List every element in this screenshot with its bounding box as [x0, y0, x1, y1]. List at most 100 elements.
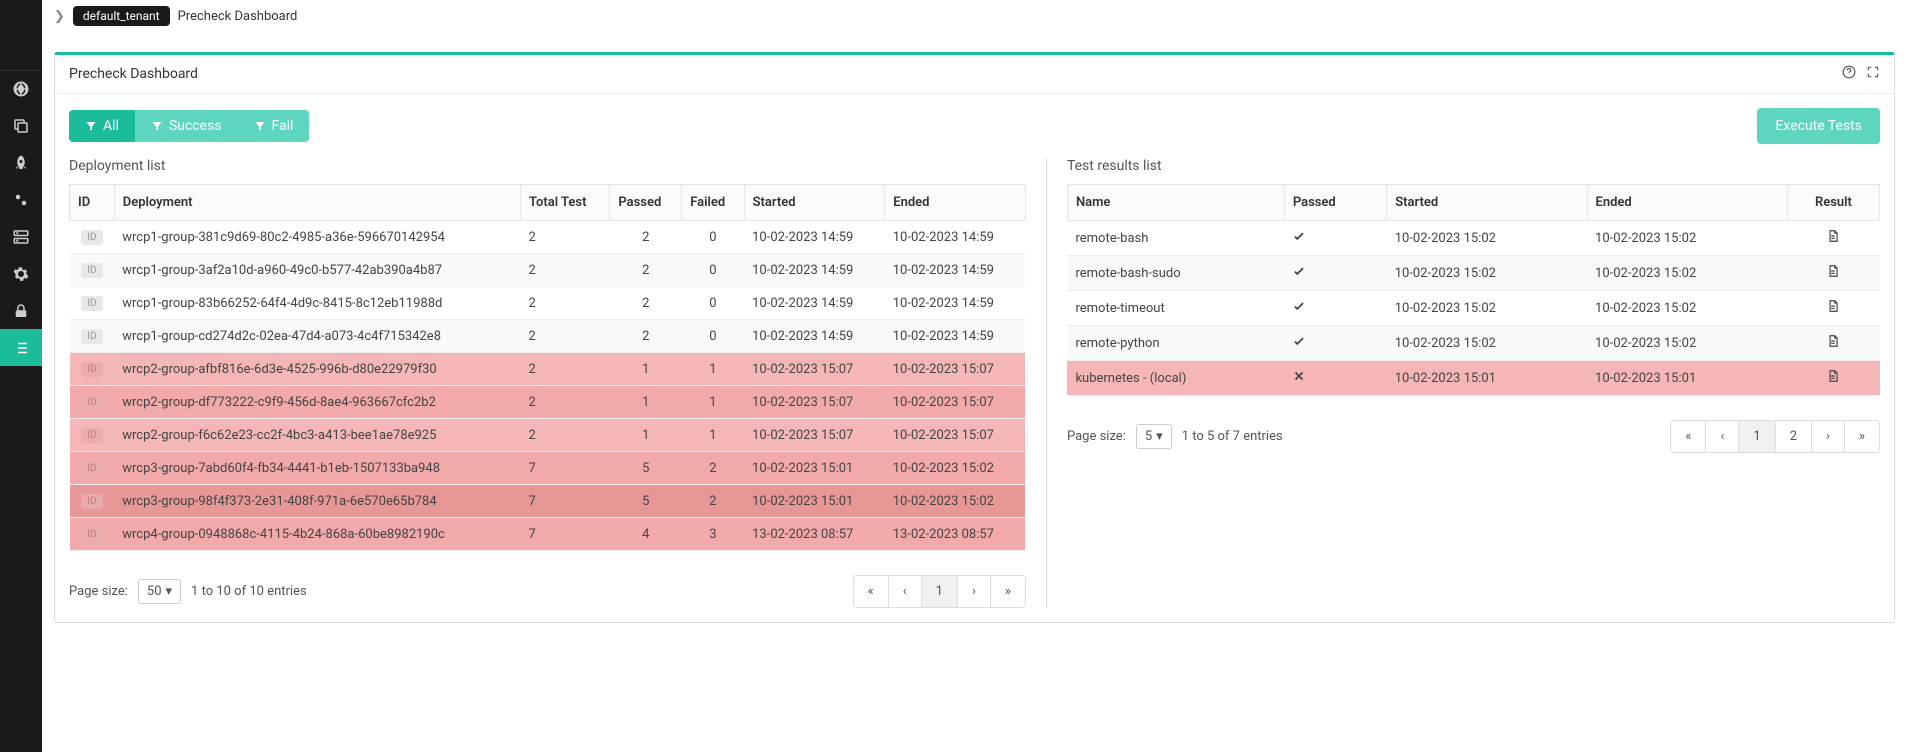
- id-badge[interactable]: ID: [81, 230, 102, 245]
- caret-down-icon: ▾: [166, 584, 173, 599]
- cell-failed: 0: [682, 254, 744, 287]
- filter-success[interactable]: Success: [135, 110, 238, 142]
- cell-failed: 1: [682, 353, 744, 386]
- precheck-panel: Precheck Dashboard All Success Fail: [54, 52, 1895, 623]
- cell-started: 10-02-2023 15:02: [1387, 291, 1587, 326]
- sidebar-item-server[interactable]: [0, 218, 42, 255]
- pager-prev[interactable]: ‹: [889, 576, 922, 607]
- help-icon[interactable]: [1842, 65, 1856, 83]
- cell-result[interactable]: [1787, 361, 1879, 396]
- cell-passed: 2: [610, 287, 682, 320]
- filter-fail[interactable]: Fail: [238, 110, 310, 142]
- breadcrumb-page: Precheck Dashboard: [178, 9, 298, 24]
- table-row[interactable]: remote-timeout10-02-2023 15:0210-02-2023…: [1067, 291, 1879, 326]
- cell-passed: 1: [610, 419, 682, 452]
- id-badge[interactable]: ID: [81, 428, 102, 443]
- col-ended[interactable]: Ended: [885, 185, 1026, 221]
- pager-page-1[interactable]: 1: [1739, 421, 1775, 452]
- page-size-select[interactable]: 50 ▾: [138, 579, 181, 604]
- col-passed[interactable]: Passed: [1284, 185, 1386, 221]
- id-badge[interactable]: ID: [81, 527, 102, 542]
- cell-deployment: wrcp1-group-cd274d2c-02ea-47d4-a073-4c4f…: [114, 320, 520, 353]
- col-ended[interactable]: Ended: [1587, 185, 1787, 221]
- cell-total: 7: [521, 485, 610, 518]
- cell-passed: 2: [610, 320, 682, 353]
- cell-failed: 0: [682, 287, 744, 320]
- cell-name: remote-bash-sudo: [1067, 256, 1284, 291]
- pager-page-1[interactable]: 1: [922, 576, 958, 607]
- table-row[interactable]: IDwrcp3-group-98f4f373-2e31-408f-971a-6e…: [70, 485, 1026, 518]
- sidebar-item-settings[interactable]: [0, 255, 42, 292]
- cell-result[interactable]: [1787, 326, 1879, 361]
- panel-title: Precheck Dashboard: [69, 66, 198, 82]
- table-row[interactable]: IDwrcp3-group-7abd60f4-fb34-4441-b1eb-15…: [70, 452, 1026, 485]
- pager-page-2[interactable]: 2: [1776, 421, 1812, 452]
- id-badge[interactable]: ID: [81, 296, 102, 311]
- cell-result[interactable]: [1787, 221, 1879, 256]
- sidebar: [0, 0, 42, 752]
- table-row[interactable]: IDwrcp2-group-afbf816e-6d3e-4525-996b-d8…: [70, 353, 1026, 386]
- col-total[interactable]: Total Test: [521, 185, 610, 221]
- col-name[interactable]: Name: [1067, 185, 1284, 221]
- pager-last[interactable]: »: [1845, 421, 1879, 452]
- col-id[interactable]: ID: [70, 185, 115, 221]
- pager-last[interactable]: »: [991, 576, 1025, 607]
- cell-deployment: wrcp1-group-381c9d69-80c2-4985-a36e-5966…: [114, 221, 520, 254]
- col-started[interactable]: Started: [1387, 185, 1587, 221]
- table-row[interactable]: remote-bash-sudo10-02-2023 15:0210-02-20…: [1067, 256, 1879, 291]
- table-row[interactable]: ID wrcp1-group-cd274d2c-02ea-47d4-a073-4c…: [70, 320, 1026, 353]
- pager-next[interactable]: ›: [1812, 421, 1845, 452]
- cell-passed: 4: [610, 518, 682, 551]
- pager-prev[interactable]: ‹: [1706, 421, 1739, 452]
- filter-all[interactable]: All: [69, 110, 135, 142]
- page-size-select[interactable]: 5 ▾: [1136, 424, 1172, 449]
- cell-passed: [1284, 291, 1386, 326]
- table-row[interactable]: IDwrcp2-group-df773222-c9f9-456d-8ae4-96…: [70, 386, 1026, 419]
- col-passed[interactable]: Passed: [610, 185, 682, 221]
- execute-tests-button[interactable]: Execute Tests: [1757, 108, 1880, 144]
- table-row[interactable]: kubernetes - (local)10-02-2023 15:0110-0…: [1067, 361, 1879, 396]
- table-row[interactable]: ID wrcp1-group-381c9d69-80c2-4985-a36e-59…: [70, 221, 1026, 254]
- pager-first[interactable]: «: [1671, 421, 1706, 452]
- sidebar-item-copy[interactable]: [0, 107, 42, 144]
- table-row[interactable]: remote-python10-02-2023 15:0210-02-2023 …: [1067, 326, 1879, 361]
- col-started[interactable]: Started: [744, 185, 885, 221]
- cell-failed: 3: [682, 518, 744, 551]
- cell-passed: [1284, 361, 1386, 396]
- table-row[interactable]: IDwrcp4-group-0948868c-4115-4b24-868a-60…: [70, 518, 1026, 551]
- cell-result[interactable]: [1787, 291, 1879, 326]
- id-badge[interactable]: ID: [81, 461, 102, 476]
- table-row[interactable]: IDwrcp1-group-83b66252-64f4-4d9c-8415-8c…: [70, 287, 1026, 320]
- cell-result[interactable]: [1787, 256, 1879, 291]
- col-result[interactable]: Result: [1787, 185, 1879, 221]
- cell-ended: 10-02-2023 15:07: [885, 386, 1026, 419]
- cell-ended: 10-02-2023 15:01: [1587, 361, 1787, 396]
- tenant-badge[interactable]: default_tenant: [73, 6, 170, 26]
- id-badge[interactable]: ID: [81, 263, 102, 278]
- sidebar-item-rocket[interactable]: [0, 144, 42, 181]
- expand-icon[interactable]: [1866, 65, 1880, 83]
- cell-ended: 10-02-2023 15:02: [885, 485, 1026, 518]
- cell-started: 10-02-2023 15:02: [1387, 221, 1587, 256]
- sidebar-item-gears[interactable]: [0, 181, 42, 218]
- table-row[interactable]: remote-bash10-02-2023 15:0210-02-2023 15…: [1067, 221, 1879, 256]
- col-failed[interactable]: Failed: [682, 185, 744, 221]
- cell-ended: 10-02-2023 14:59: [885, 221, 1026, 254]
- sidebar-item-dashboard[interactable]: [0, 70, 42, 107]
- col-deployment[interactable]: Deployment: [114, 185, 520, 221]
- sidebar-item-list[interactable]: [0, 329, 42, 366]
- cell-total: 2: [521, 419, 610, 452]
- cell-ended: 10-02-2023 15:07: [885, 353, 1026, 386]
- pager-next[interactable]: ›: [958, 576, 991, 607]
- table-row[interactable]: IDwrcp1-group-3af2a10d-a960-49c0-b577-42…: [70, 254, 1026, 287]
- cell-ended: 10-02-2023 15:02: [885, 452, 1026, 485]
- pager-first[interactable]: «: [854, 576, 889, 607]
- sidebar-item-lock[interactable]: [0, 292, 42, 329]
- id-badge[interactable]: ID: [81, 494, 102, 509]
- id-badge[interactable]: ID: [81, 362, 102, 377]
- cell-total: 2: [521, 221, 610, 254]
- cell-deployment: wrcp2-group-f6c62e23-cc2f-4bc3-a413-bee1…: [114, 419, 520, 452]
- id-badge[interactable]: ID: [81, 329, 102, 344]
- table-row[interactable]: ID wrcp2-group-f6c62e23-cc2f-4bc3-a413-be…: [70, 419, 1026, 452]
- id-badge[interactable]: ID: [81, 395, 102, 410]
